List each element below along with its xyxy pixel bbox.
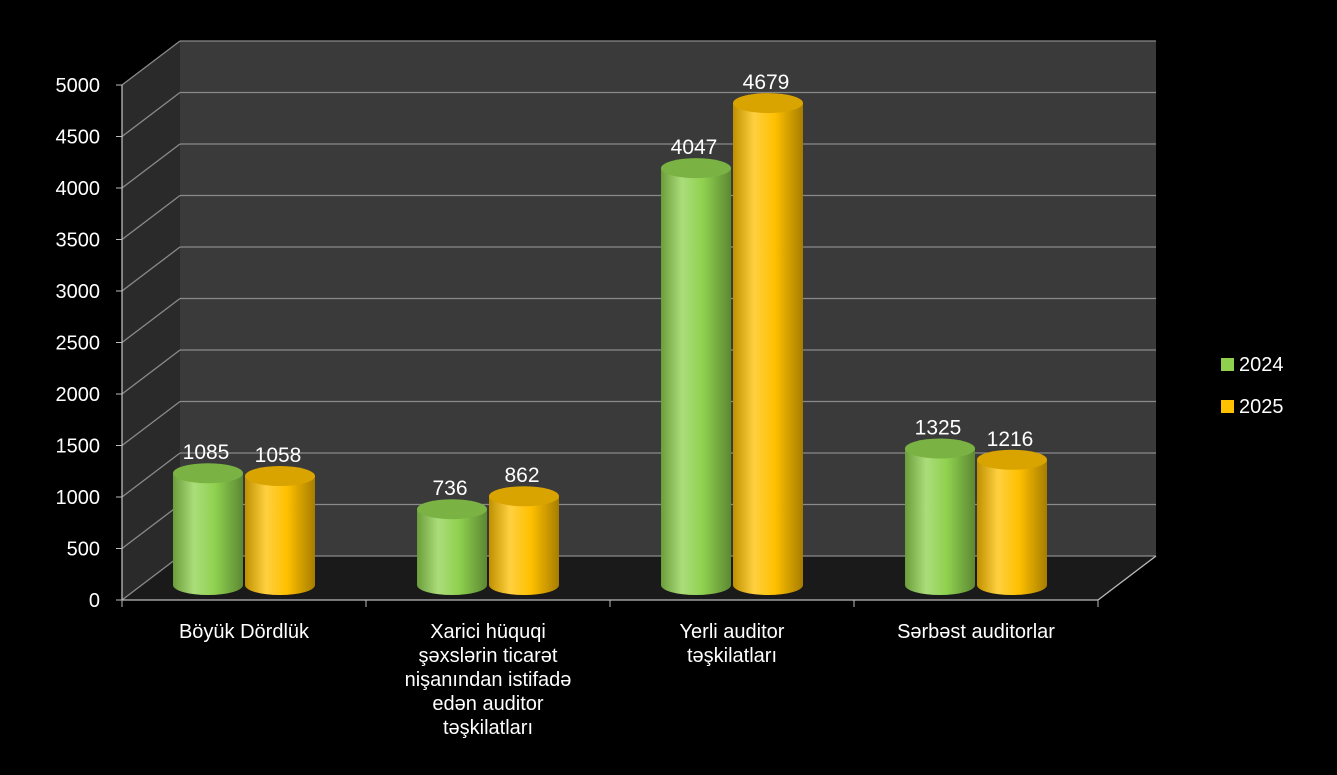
y-tick-label: 1500 [56,436,101,458]
gridline-depth [121,143,181,189]
bar-2024-1 [417,499,487,595]
bar-2024-2 [661,158,731,595]
bar-body [905,448,975,595]
data-label: 1058 [255,444,302,467]
y-tick-label: 500 [67,539,100,561]
gridline-depth [121,40,181,86]
bar-top [733,93,803,114]
bar-body [661,168,731,595]
data-label: 4047 [671,136,718,159]
y-tick-label: 2500 [56,333,101,355]
data-label: 736 [432,477,467,500]
chart-floor [122,556,1156,600]
y-tick-label: 3500 [56,230,101,252]
bar-2025-0 [245,466,315,595]
floor-edge [1097,555,1157,601]
gridline-depth [121,246,181,292]
bar-body [489,496,559,595]
gridline-depth [121,452,181,498]
axes: 0 500 1000 1500 2000 2500 3000 3500 4000 4500 5000… [56,75,1157,739]
data-label: 1325 [915,417,962,440]
gridline-depth [121,91,181,138]
bar-2024-0 [173,463,243,595]
gridline-depth [121,349,181,395]
y-tick-label: 5000 [56,75,101,97]
bar-2025-1 [489,486,559,595]
gridline-depth [121,503,181,550]
category-label: Sərbəst auditorlar [897,621,1055,643]
data-label: 862 [504,464,539,487]
gridline-depth [121,400,181,447]
legend-label-2024: 2024 [1239,354,1284,376]
y-tick-label: 3000 [56,281,101,303]
bar-2025-2 [733,93,803,596]
bar-top [661,158,731,179]
bar-body [733,103,803,596]
data-label: 1216 [987,428,1034,451]
bar-top [489,486,559,507]
legend-swatch-2024 [1221,358,1234,371]
floor [122,556,1156,600]
category-label: Böyük Dördlük [179,621,310,643]
bar-top [173,463,243,484]
gridline-depth [121,194,181,241]
bar-top [905,438,975,459]
gridline-depth [121,297,181,344]
legend-label-2025: 2025 [1239,396,1284,418]
bar-2024-3 [905,438,975,595]
category-label: Yerli auditor təşkilatları [680,621,785,667]
bar-top [417,499,487,520]
legend: 2024 2025 [1221,354,1284,418]
legend-swatch-2025 [1221,400,1234,413]
y-tick-label: 1000 [56,487,101,509]
bar-body [977,459,1047,595]
gridline-depth [121,555,181,601]
y-tick-label: 0 [89,590,100,612]
y-tick-label: 4000 [56,178,101,200]
bar-body [173,473,243,595]
bar-body [245,476,315,595]
y-tick-label: 2000 [56,384,101,406]
bar-body [417,509,487,595]
bar-top [977,449,1047,470]
data-label: 4679 [743,71,790,94]
data-labels: 1085 736 4047 1325 1058 862 4679 1216 [183,71,1034,500]
data-label: 1085 [183,441,230,464]
bars [173,93,1047,596]
bar-top [245,466,315,487]
y-tick-label: 4500 [56,127,101,149]
category-label: Xarici hüquqi şəxslərin ticarət nişanından… [405,621,572,739]
bar-2025-3 [977,449,1047,595]
